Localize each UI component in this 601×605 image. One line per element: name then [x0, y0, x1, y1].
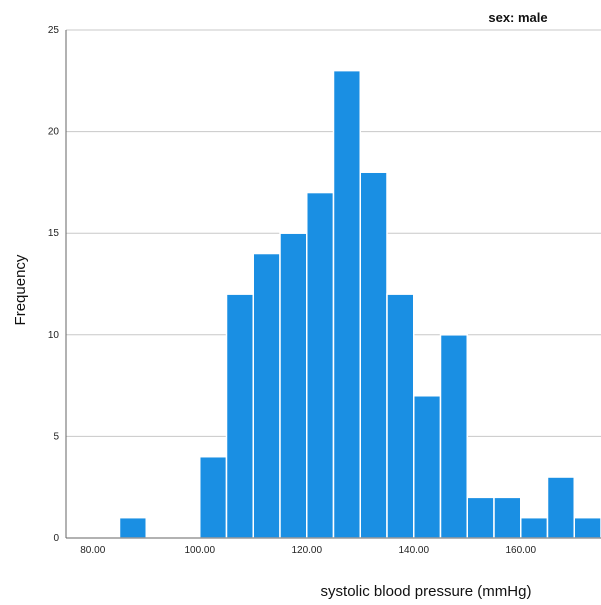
histogram-bar	[386, 293, 415, 539]
y-tick-label: 25	[48, 25, 60, 36]
axes	[65, 30, 601, 539]
histogram-bar	[199, 455, 228, 539]
histogram-bar	[118, 516, 147, 539]
x-axis-ticks: 80.00 100.00 120.00 140.00 160.00	[80, 545, 536, 556]
histogram-bar	[573, 516, 601, 539]
y-tick-label: 0	[53, 533, 59, 544]
histogram-bar	[493, 496, 522, 539]
histogram-bar	[413, 395, 442, 539]
x-tick-label: 140.00	[398, 545, 429, 556]
y-tick-label: 5	[53, 431, 59, 442]
y-axis-ticks: 0 5 10 15 20 25	[48, 25, 60, 544]
y-tick-label: 15	[48, 228, 60, 239]
histogram-bar	[546, 476, 575, 539]
histogram-bar	[520, 516, 549, 539]
histogram-bar	[439, 334, 468, 539]
y-tick-label: 10	[48, 330, 60, 341]
histogram-bar	[252, 252, 281, 539]
x-tick-label: 120.00	[291, 545, 322, 556]
histogram-bar	[466, 496, 495, 539]
y-tick-label: 20	[48, 127, 60, 138]
y-axis-title: Frequency	[12, 254, 29, 325]
panel-title: sex: male	[488, 10, 547, 25]
x-tick-label: 160.00	[505, 545, 536, 556]
histogram-bar	[306, 191, 335, 539]
histogram-bars	[118, 69, 601, 539]
histogram-bar	[332, 69, 361, 539]
x-tick-label: 80.00	[80, 545, 105, 556]
x-axis-title: systolic blood pressure (mmHg)	[321, 583, 532, 600]
histogram-bar	[359, 171, 388, 539]
x-tick-label: 100.00	[184, 545, 215, 556]
histogram-bar	[279, 232, 308, 539]
histogram-bar	[225, 293, 254, 539]
